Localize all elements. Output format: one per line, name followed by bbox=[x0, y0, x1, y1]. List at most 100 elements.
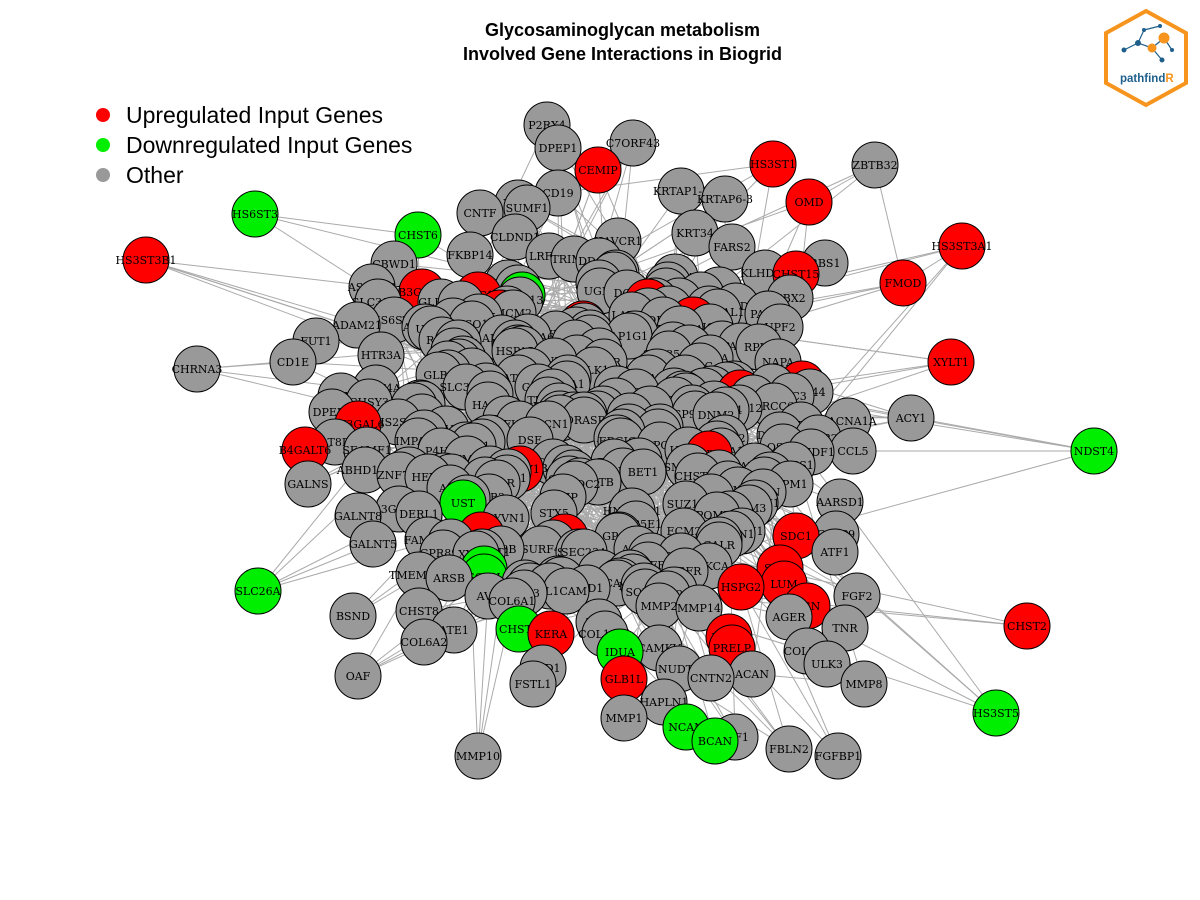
gene-node-label: ACY1 bbox=[895, 412, 927, 425]
gene-node-circle bbox=[1003, 602, 1051, 650]
gene-node-cldnd1: CLDND1 bbox=[490, 213, 540, 261]
gene-node-label: UST bbox=[451, 497, 476, 510]
gene-node-label: DPEP1 bbox=[539, 142, 578, 155]
gene-node-label: AGER bbox=[771, 611, 806, 624]
gene-node-hs3st1: HS3ST1 bbox=[749, 140, 797, 188]
gene-node-circle bbox=[887, 394, 935, 442]
gene-node-circle bbox=[717, 563, 765, 611]
gene-node-oaf: OAF bbox=[334, 652, 382, 700]
gene-node-label: MMP1 bbox=[606, 712, 643, 725]
gene-node-label: FGFBP1 bbox=[815, 750, 862, 763]
legend-item-downregulated: Downregulated Input Genes bbox=[96, 130, 412, 160]
gene-node-label: HS3ST3A1 bbox=[932, 240, 993, 253]
gene-node-acy1: ACY1 bbox=[887, 394, 935, 442]
gene-node-label: FARS2 bbox=[713, 241, 750, 254]
gene-node-label: CNTF bbox=[463, 207, 496, 220]
gene-node-label: NDST4 bbox=[1074, 445, 1114, 458]
gene-node-circle bbox=[691, 717, 739, 765]
legend-label-downregulated: Downregulated Input Genes bbox=[126, 131, 413, 158]
gene-node-circle bbox=[814, 732, 862, 780]
gene-node-mmp1: MMP1 bbox=[600, 694, 648, 742]
gene-node-label: ULK3 bbox=[811, 658, 843, 671]
gene-node-fars2: FARS2 bbox=[708, 223, 756, 271]
gene-node-circle bbox=[708, 223, 756, 271]
gene-node-circle bbox=[454, 732, 502, 780]
gene-node-label: GALNT8 bbox=[334, 510, 382, 523]
gene-node-hs3st5: HS3ST5 bbox=[972, 689, 1020, 737]
gene-node-circle bbox=[425, 554, 473, 602]
gene-node-hs3st3a1: HS3ST3A1 bbox=[932, 222, 993, 270]
gene-node-label: SUMF1 bbox=[506, 202, 549, 215]
gene-node-fgfbp1: FGFBP1 bbox=[814, 732, 862, 780]
gene-node-chrna3: CHRNA3 bbox=[172, 345, 223, 393]
interaction-edge bbox=[740, 586, 839, 757]
gene-node-krt34: KRT34 bbox=[671, 209, 719, 257]
gene-node-label: XYLT1 bbox=[933, 356, 969, 369]
gene-node-label: BSND bbox=[336, 610, 370, 623]
gene-node-label: CEMIP bbox=[578, 164, 618, 177]
gene-node-label: GALNT5 bbox=[349, 538, 397, 551]
legend-item-upregulated: Upregulated Input Genes bbox=[96, 100, 412, 130]
gene-node-label: KRT34 bbox=[676, 227, 714, 240]
gene-node-label: HTR3A bbox=[361, 349, 402, 362]
gene-node-circle bbox=[811, 528, 859, 576]
interaction-edge bbox=[254, 213, 419, 236]
gene-node-circle bbox=[1070, 427, 1118, 475]
legend-swatch-downregulated bbox=[96, 138, 110, 152]
gene-node-label: KRTAP1-1 bbox=[653, 185, 709, 198]
gene-node-c7orf43: C7ORF43 bbox=[606, 119, 660, 167]
gene-node-circle bbox=[938, 222, 986, 270]
gene-node-circle bbox=[749, 140, 797, 188]
gene-node-label: SLC26A bbox=[235, 585, 281, 598]
gene-node-arsb: ARSB bbox=[425, 554, 473, 602]
svg-text:pathfindR: pathfindR bbox=[1120, 73, 1174, 85]
gene-node-label: FKBP14 bbox=[447, 249, 492, 262]
chart-title-line-1: Glycosaminoglycan metabolism bbox=[484, 20, 761, 40]
gene-node-circle bbox=[509, 660, 557, 708]
gene-node-atf1: ATF1 bbox=[811, 528, 859, 576]
gene-node-label: CLDND1 bbox=[490, 231, 540, 244]
gene-node-cemip: CEMIP bbox=[574, 146, 622, 194]
gene-node-circle bbox=[687, 654, 735, 702]
gene-node-krtap1-1: KRTAP1-1 bbox=[653, 167, 709, 215]
gene-node-circle bbox=[765, 725, 813, 773]
logo-text-accent: R bbox=[1165, 73, 1174, 85]
gene-node-label: ACAN bbox=[734, 668, 769, 681]
gene-node-circle bbox=[122, 236, 170, 284]
gene-node-zbtb32: ZBTB32 bbox=[851, 141, 899, 189]
gene-node-circle bbox=[231, 190, 279, 238]
gene-node-glb1l: GLB1L bbox=[600, 655, 648, 703]
gene-node-mmp8: MMP8 bbox=[840, 660, 888, 708]
gene-node-fstl1: FSTL1 bbox=[509, 660, 557, 708]
gene-node-bsnd: BSND bbox=[329, 592, 377, 640]
gene-node-label: FSTL1 bbox=[515, 678, 552, 691]
gene-node-ulk3: ULK3 bbox=[803, 640, 851, 688]
legend-swatch-other bbox=[96, 168, 110, 182]
gene-node-label: OAF bbox=[346, 670, 371, 683]
gene-node-label: CHST8 bbox=[399, 605, 439, 618]
gene-node-bet1: BET1 bbox=[619, 448, 667, 496]
gene-node-label: CHST2 bbox=[1007, 620, 1047, 633]
gene-node-circle bbox=[803, 640, 851, 688]
gene-node-circle bbox=[609, 119, 657, 167]
gene-node-label: KRTAP6-3 bbox=[697, 193, 753, 206]
gene-node-mmp10: MMP10 bbox=[454, 732, 502, 780]
gene-node-krtap6-3: KRTAP6-3 bbox=[697, 175, 753, 223]
gene-node-label: OMD bbox=[794, 196, 823, 209]
gene-node-galns: GALNS bbox=[284, 460, 332, 508]
gene-node-label: KERA bbox=[535, 628, 569, 641]
gene-node-ccl5: CCL5 bbox=[829, 427, 877, 475]
gene-node-label: CHRNA3 bbox=[172, 363, 223, 376]
gene-node-circle bbox=[879, 259, 927, 307]
gene-node-label: HS6ST3 bbox=[232, 208, 278, 221]
gene-node-circle bbox=[927, 338, 975, 386]
gene-node-label: COL6A2 bbox=[401, 636, 448, 649]
gene-node-circle bbox=[840, 660, 888, 708]
gene-node-label: MMP14 bbox=[677, 602, 721, 615]
gene-node-label: CD19 bbox=[542, 187, 573, 200]
gene-node-cntn2: CNTN2 bbox=[687, 654, 735, 702]
gene-node-chst2: CHST2 bbox=[1003, 602, 1051, 650]
gene-node-label: ZBTB32 bbox=[852, 159, 897, 172]
